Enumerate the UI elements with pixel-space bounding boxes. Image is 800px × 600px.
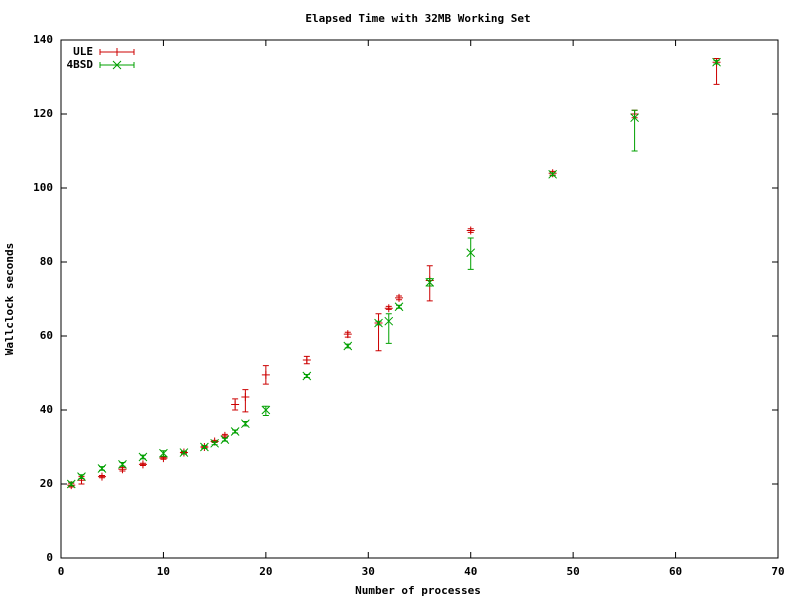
x-tick-label: 60 [669,565,682,578]
point [712,57,721,67]
point [384,304,393,313]
error-bar [631,109,638,152]
legend-label: ULE [73,45,93,58]
y-tick-label: 0 [46,551,53,564]
y-tick-label: 100 [33,181,53,194]
error-bar [467,237,474,270]
chart-title: Elapsed Time with 32MB Working Set [305,12,530,25]
point [261,370,270,379]
point [200,442,209,452]
point [241,419,250,429]
point [97,472,106,481]
point [466,248,476,258]
point [138,460,147,469]
y-tick-label: 120 [33,107,53,120]
point [395,293,404,302]
y-axis-label: Wallclock seconds [3,243,16,356]
point [220,435,230,444]
x-axis-label: Number of processes [355,584,481,597]
point [302,371,312,381]
point [343,330,352,339]
point [77,472,86,481]
point [466,226,475,235]
x-tick-label: 40 [464,565,477,578]
point [241,393,250,402]
y-tick-label: 80 [40,255,53,268]
point [302,356,311,365]
point [630,113,639,123]
point [425,277,435,287]
error-bar [385,313,392,344]
x-tick-label: 50 [567,565,580,578]
x-tick-label: 20 [259,565,272,578]
point [384,316,394,326]
error-bar [262,405,269,417]
y-tick-label: 60 [40,329,53,342]
legend-label: 4BSD [67,58,94,71]
point [374,318,383,328]
point [66,479,76,489]
point [112,60,122,70]
point [210,438,219,448]
point [179,448,189,457]
x-tick-label: 10 [157,565,170,578]
plot-frame [60,39,779,559]
point [261,405,271,415]
point [97,464,107,473]
point [230,427,240,436]
point [138,452,148,462]
point [343,341,353,351]
point [159,448,168,458]
y-tick-label: 140 [33,33,53,46]
point [231,400,240,409]
point [548,169,558,179]
point [118,460,127,469]
point [394,302,404,312]
y-tick-label: 40 [40,403,53,416]
point [113,48,121,56]
y-tick-label: 20 [40,477,53,490]
x-tick-label: 30 [362,565,375,578]
x-tick-label: 0 [58,565,65,578]
x-tick-label: 70 [771,565,784,578]
